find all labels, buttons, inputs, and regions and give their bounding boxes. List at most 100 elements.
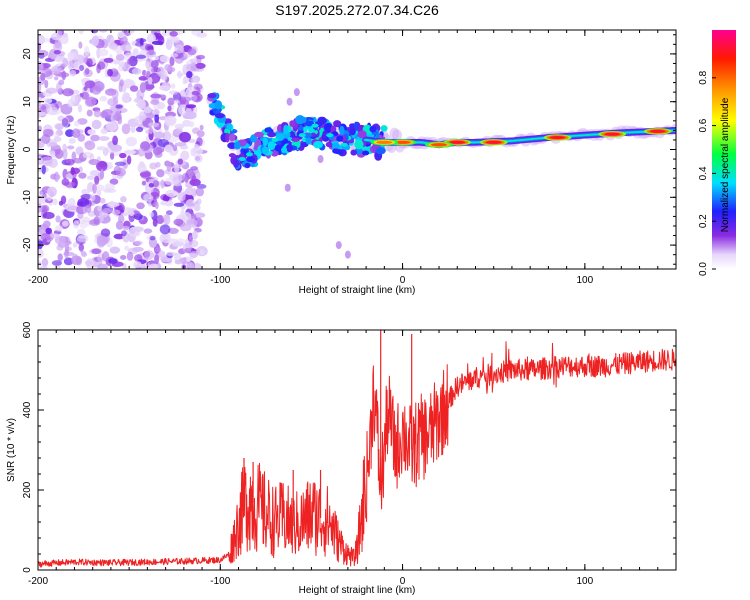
noise-blob: [135, 54, 147, 59]
top-x-axis: -200 -100 0 100: [28, 30, 677, 286]
noise-blob: [196, 54, 206, 60]
noise-blob: [144, 60, 150, 68]
noise-blob: [65, 204, 77, 212]
noise-blob: [49, 233, 60, 239]
noise-blob: [67, 59, 74, 71]
hot-spot-core: [649, 129, 666, 133]
noise-blob: [148, 182, 155, 188]
noise-blob: [174, 123, 185, 129]
x-tick-label: 0: [400, 275, 406, 286]
noise-blob: [107, 201, 120, 208]
noise-blob: [91, 248, 102, 255]
noise-blob: [182, 243, 192, 254]
noise-blob: [114, 161, 127, 166]
noise-blob: [169, 56, 175, 67]
noise-blob: [67, 145, 75, 150]
noise-blob: [184, 172, 189, 184]
noise-blob: [188, 235, 193, 246]
signal-blob: [254, 131, 264, 138]
noise-blob: [41, 164, 46, 175]
colorbar-tick-label: 0.8: [698, 70, 709, 84]
noise-blob: [107, 68, 113, 77]
noise-blob: [186, 70, 193, 79]
noise-blob: [150, 93, 162, 99]
signal-blob: [281, 147, 288, 154]
noise-blob: [107, 161, 113, 170]
signal-blob: [228, 133, 236, 142]
noise-blob: [39, 37, 51, 43]
noise-blob: [45, 103, 56, 108]
noise-blob: [51, 260, 63, 266]
noise-blob: [109, 151, 115, 160]
noise-blob: [115, 168, 127, 177]
noise-blob: [173, 202, 185, 207]
noise-blob: [117, 31, 125, 39]
noise-blob: [191, 230, 198, 240]
noise-blob: [84, 67, 90, 75]
noise-blob: [39, 103, 46, 113]
noise-blob: [149, 235, 156, 241]
noise-blob: [47, 186, 57, 197]
noise-blob: [56, 30, 63, 39]
noise-blob: [148, 237, 158, 248]
signal-blob: [326, 133, 334, 138]
noise-blob: [38, 156, 43, 165]
noise-blob: [118, 63, 127, 72]
signal-blob: [207, 93, 217, 99]
noise-blob: [58, 79, 65, 86]
signal-blob: [291, 137, 300, 142]
noise-blob: [98, 136, 110, 141]
noise-blob: [96, 146, 107, 151]
noise-blob: [75, 219, 87, 225]
noise-blob: [199, 249, 205, 256]
noise-blob: [135, 41, 144, 47]
noise-blob: [148, 126, 154, 135]
signal-blob: [265, 127, 273, 133]
noise-blob: [195, 62, 206, 69]
noise-blob: [119, 152, 127, 159]
noise-blob: [45, 227, 52, 235]
signal-blob: [286, 97, 293, 106]
noise-blob: [104, 183, 115, 191]
noise-blob: [89, 193, 96, 202]
noise-blob: [99, 197, 106, 204]
noise-blob: [84, 45, 90, 57]
noise-blob: [109, 178, 119, 185]
noise-blob: [168, 90, 179, 95]
noise-blob: [165, 39, 173, 50]
noise-blob: [193, 83, 203, 91]
signal-blob: [362, 150, 370, 156]
noise-blob: [59, 35, 69, 45]
signal-blob: [317, 116, 327, 125]
noise-blob: [71, 151, 77, 162]
noise-blob: [152, 147, 163, 156]
noise-blob: [77, 197, 90, 207]
signal-blob: [293, 88, 300, 97]
noise-blob: [137, 162, 147, 174]
noise-blob: [78, 243, 85, 252]
noise-blob: [173, 99, 180, 104]
signal-blob: [304, 120, 315, 127]
noise-blob: [38, 139, 45, 149]
noise-blob: [53, 49, 61, 55]
snr-panel: -200 -100 0 100 0 200 400 600 Height of straig…: [6, 321, 677, 596]
snr-frame: [37, 329, 677, 571]
noise-blob: [98, 30, 108, 33]
top-y-axis: -20 -10 0 10 20: [22, 34, 676, 265]
signal-blob: [261, 146, 269, 155]
y-tick-label: 0: [22, 567, 33, 573]
noise-blob: [143, 193, 154, 203]
noise-blob: [196, 31, 208, 38]
noise-blob: [129, 85, 139, 92]
signal-blob: [274, 144, 283, 152]
signal-blob: [349, 127, 356, 136]
noise-region: [38, 30, 208, 269]
signal-blob: [335, 241, 342, 250]
noise-blob: [38, 239, 44, 251]
signal-blob: [262, 137, 268, 147]
noise-blob: [121, 230, 127, 237]
noise-blob: [190, 78, 198, 84]
noise-blob: [187, 48, 197, 56]
noise-blob: [132, 48, 139, 56]
signal-blob: [229, 143, 235, 149]
